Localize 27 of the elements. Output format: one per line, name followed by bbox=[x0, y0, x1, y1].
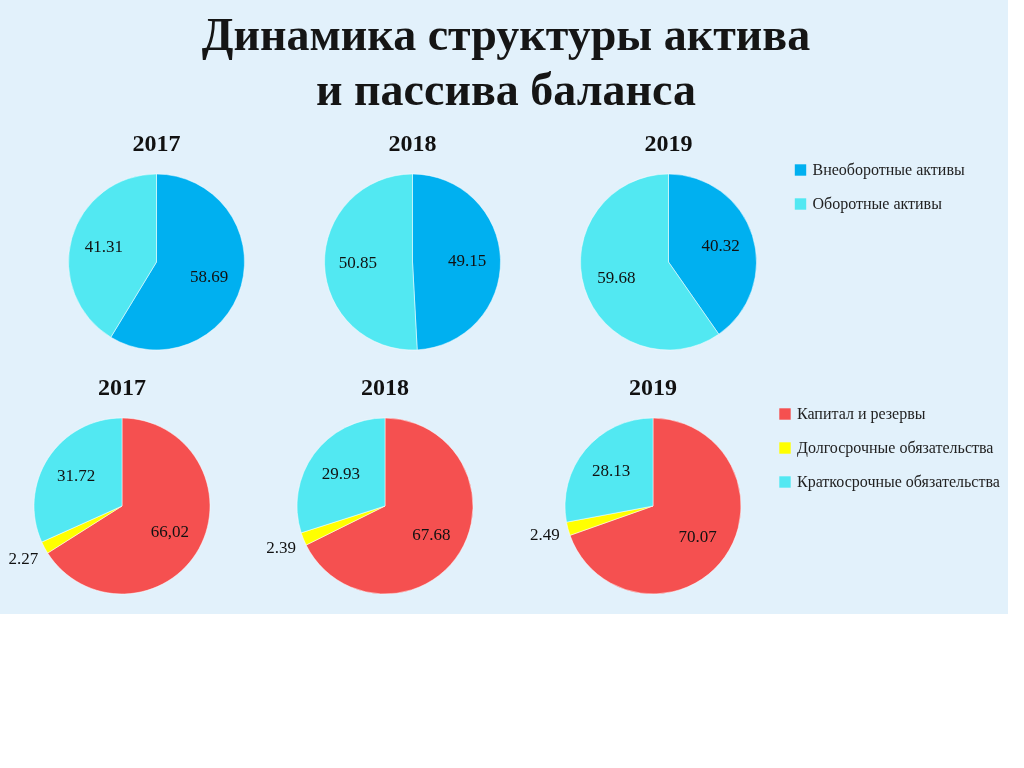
legend-label: Оборотные активы bbox=[812, 195, 943, 213]
data-label: 59.68 bbox=[597, 268, 636, 288]
data-label: 70.07 bbox=[678, 527, 718, 547]
chart-title: 2019 bbox=[629, 374, 677, 400]
data-label: 67.68 bbox=[412, 524, 451, 544]
data-label: 2.27 bbox=[8, 549, 39, 569]
data-label: 66,02 bbox=[150, 522, 189, 542]
data-label: 29.93 bbox=[321, 463, 361, 483]
data-label: 40.32 bbox=[701, 235, 740, 255]
data-label: 58.69 bbox=[189, 266, 229, 286]
chart-title: 2017 bbox=[132, 130, 181, 156]
legend-label: Долгосрочные обязательства bbox=[797, 439, 994, 457]
data-label: 28.13 bbox=[591, 461, 631, 481]
legend-label: Краткосрочные обязательства bbox=[797, 473, 1000, 491]
text: Динамика структуры актива и пассива баланса bbox=[201, 8, 811, 115]
data-label: 41.31 bbox=[84, 237, 124, 257]
legend-label: Внеоборотные активы bbox=[812, 161, 965, 179]
chart-title: 2017 bbox=[98, 374, 146, 400]
chart-title: 2019 bbox=[644, 130, 693, 156]
data-label: 31.72 bbox=[57, 466, 96, 486]
legend-label: Капитал и резервы bbox=[797, 405, 926, 423]
data-label: 49.15 bbox=[447, 250, 487, 270]
data-label: 50.85 bbox=[338, 253, 378, 273]
data-label: 2.49 bbox=[529, 525, 560, 545]
chart-title: 2018 bbox=[388, 130, 437, 156]
data-label: 2.39 bbox=[266, 538, 297, 558]
chart-title: 2018 bbox=[361, 374, 409, 400]
